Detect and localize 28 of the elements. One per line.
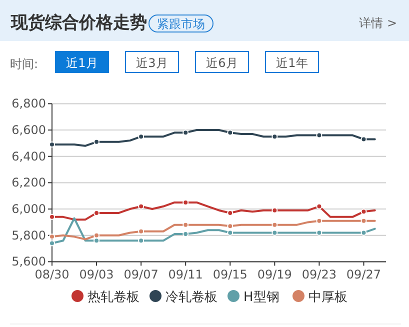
legend-label: 中厚板 — [308, 290, 348, 305]
y-tick-label: 6,400 — [12, 149, 46, 164]
x-tick-label: 09/19 — [257, 268, 292, 282]
x-tick-label: 09/23 — [302, 268, 336, 282]
point — [49, 234, 55, 240]
y-tick-label: 6,600 — [12, 123, 46, 138]
x-tick-label: 09/15 — [212, 268, 248, 282]
x-tick-label: 09/11 — [168, 268, 203, 282]
text: 近3月 — [136, 56, 168, 70]
text: 近6月 — [206, 56, 238, 70]
text: 紧跟市场 — [157, 17, 205, 31]
x-tick-label: 08/30 — [34, 268, 70, 282]
legend-label: 冷轧卷板 — [166, 290, 218, 305]
y-tick-label: 5,600 — [12, 254, 46, 269]
x-tick-label: 09/07 — [124, 268, 158, 282]
y-tick-label: 6,000 — [12, 202, 46, 216]
y-tick-label: 5,800 — [12, 228, 46, 242]
text: 详情 > — [359, 16, 397, 30]
text: 时间: — [10, 57, 38, 71]
legend-label: H型钢 — [244, 290, 280, 305]
text: 近1年 — [276, 56, 308, 70]
x-tick-label: 09/03 — [79, 268, 114, 282]
y-tick-label: 6,800 — [12, 96, 46, 111]
x-tick-label: 09/27 — [346, 268, 382, 282]
y-tick-label: 6,200 — [12, 176, 46, 190]
text: 近1月 — [66, 56, 98, 70]
legend-label: 热轧卷板 — [88, 290, 140, 305]
chart-title: 现货综合价格走势 — [10, 13, 147, 33]
